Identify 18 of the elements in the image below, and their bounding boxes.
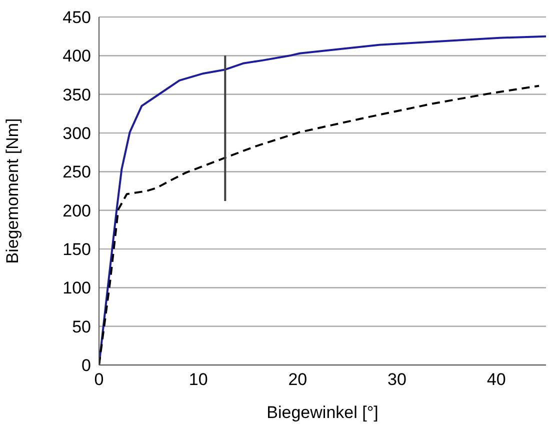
- y-tick-label: 450: [62, 8, 91, 28]
- y-tick-label: 50: [72, 317, 91, 336]
- x-tick-label: 40: [486, 370, 506, 390]
- y-tick-label: 300: [62, 124, 91, 144]
- line-series: [99, 84, 540, 365]
- y-tick-label: 150: [62, 240, 91, 260]
- x-tick-label: 10: [188, 370, 208, 390]
- y-tick-label: 200: [62, 201, 91, 220]
- y-tick-label: 250: [62, 162, 91, 182]
- x-axis-title: Biegewinkel [°]: [266, 403, 378, 422]
- x-tick-label: 0: [94, 370, 104, 390]
- y-tick-label: 350: [62, 85, 91, 104]
- y-tick-label: 400: [62, 46, 91, 66]
- x-tick-label: 30: [388, 370, 406, 390]
- x-tick-label: 20: [288, 370, 308, 390]
- y-tick-label: 0: [82, 356, 91, 376]
- y-tick-label: 100: [62, 278, 91, 298]
- y-axis-title: Biegemoment [Nm]: [3, 118, 22, 264]
